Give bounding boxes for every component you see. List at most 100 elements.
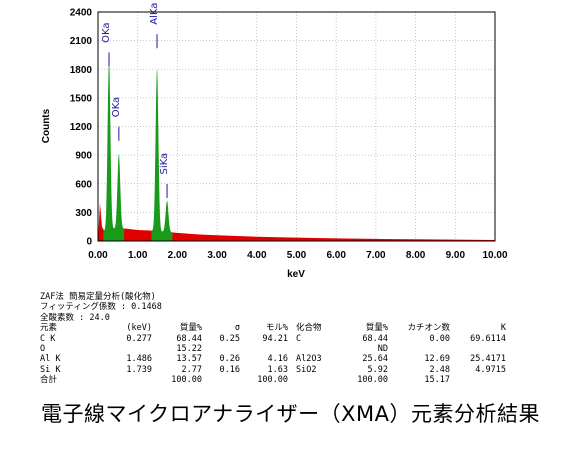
table-header-row-cell: カチオン数 (407, 323, 450, 334)
table-row-cell: Si K (40, 364, 61, 375)
table-row-cell (450, 344, 506, 354)
x-tick-label: 6.00 (326, 250, 346, 261)
y-tick-label: 900 (75, 151, 92, 162)
table-header-row-cell: 質量% (365, 323, 388, 334)
table-row-cell: 0.26 (219, 354, 240, 365)
y-tick-label: 300 (75, 208, 92, 219)
x-tick-label: 10.00 (482, 250, 507, 261)
peak-3 (161, 200, 173, 241)
peak-1 (113, 154, 125, 241)
table-row-cell (100, 344, 152, 354)
table-header-row-cell: 元素 (40, 323, 58, 334)
table-header-row-cell: 化合物 (296, 323, 322, 334)
x-tick-label: 3.00 (207, 250, 227, 261)
table-row-cell: 25.4171 (470, 354, 506, 365)
table-header-row: 元素 (keV) 質量% σ モル% 化合物 質量% カチオン数 K (40, 323, 506, 333)
peak-labels: OKa OKa AlKa SiKa (101, 3, 170, 199)
table-row-cell: 4.9715 (475, 364, 506, 375)
table-row-cell: 100.00 (171, 375, 202, 386)
fitting-coefficient-line: フィッティング係数 : 0.1468 (40, 302, 162, 313)
results-table: 元素 (keV) 質量% σ モル% 化合物 質量% カチオン数 K C K 0.277 68.44 0… (40, 323, 506, 385)
table-row-cell: Al K (40, 354, 61, 365)
figure-caption: 電子線マイクロアナライザー（XMA）元素分析結果 (40, 402, 541, 426)
x-tick-label: 1.00 (128, 250, 148, 261)
x-tick-label: 2.00 (168, 250, 188, 261)
table-row-cell: 2.77 (181, 364, 202, 375)
table-row: O 15.22 ND (40, 344, 506, 354)
table-row-cell (450, 375, 506, 385)
table-row-cell (100, 375, 152, 385)
y-tick-label: 1200 (70, 122, 93, 133)
table-header-row-cell: 質量% (179, 323, 202, 334)
table-row-cell: 15.22 (176, 343, 202, 354)
table-row-cell: 12.69 (424, 354, 450, 365)
background-spectrum (98, 202, 495, 241)
x-tick-label: 4.00 (247, 250, 267, 261)
table-row-cell: 13.57 (176, 354, 202, 365)
table-header-row-cell: σ (234, 323, 240, 334)
table-row-cell: 0.16 (219, 364, 240, 375)
x-tick-label: 7.00 (366, 250, 386, 261)
x-axis-title: keV (287, 269, 305, 280)
table-row-cell: 5.92 (367, 364, 388, 375)
table-row-cell: 100.00 (357, 375, 388, 386)
table-row-cell (388, 344, 450, 354)
y-tick-label: 600 (75, 179, 92, 190)
table-row-cell (240, 344, 288, 354)
background-area (98, 202, 495, 241)
table-row-cell: 15.17 (424, 375, 450, 386)
table-row-cell: 1.63 (267, 364, 288, 375)
table-row-cell: 94.21 (262, 333, 288, 344)
table-row: Si K 1.739 2.77 0.16 1.63 SiO2 5.92 2.48 4.9715 (40, 365, 506, 375)
table-row-cell: O (40, 343, 46, 354)
y-tick-labels: 0 300 600 900 1200 1500 1800 2100 2400 (70, 8, 93, 248)
y-axis-title: Counts (41, 108, 52, 143)
x-tick-label: 8.00 (406, 250, 426, 261)
table-row-cell: 69.6114 (470, 333, 506, 344)
y-tick-label: 2100 (70, 36, 93, 47)
peak-label: OKa (111, 97, 122, 117)
table-row-cell: 1.486 (126, 354, 152, 365)
table-row-cell (288, 375, 348, 385)
x-tick-label: 0.00 (88, 250, 108, 261)
table-row-cell: C (296, 333, 302, 344)
table-header-row-cell: (keV) (126, 323, 152, 334)
y-tick-label: 1500 (70, 93, 93, 104)
table-row-cell: 68.44 (176, 333, 202, 344)
table-row-cell: 4.16 (267, 354, 288, 365)
table-row: 合計 100.00 100.00 100.00 15.17 (40, 375, 506, 385)
table-row-cell (202, 375, 240, 385)
table-header-row-cell: モル% (265, 323, 288, 334)
table-row-cell: 0.00 (429, 333, 450, 344)
x-tick-label: 5.00 (287, 250, 307, 261)
table-row-cell: 0.25 (219, 333, 240, 344)
x-tick-labels: 0.00 1.00 2.00 3.00 4.00 5.00 6.00 7.00 8.00 9.00… (88, 250, 508, 261)
x-tick-label: 9.00 (446, 250, 466, 261)
table-row-cell: 0.277 (126, 333, 152, 344)
table-row-cell: 100.00 (257, 375, 288, 386)
y-tick-label: 1800 (70, 65, 93, 76)
quantitative-results: ZAF法 簡易定量分析(酸化物) フィッティング係数 : 0.1468 全酸素数… (40, 292, 560, 386)
y-tick-label: 0 (86, 237, 92, 248)
peak-label: SiKa (159, 153, 170, 175)
table-row: Al K 1.486 13.57 0.26 4.16 Al2O3 25.64 12.69 25.… (40, 354, 506, 364)
table-row-cell: 合計 (40, 375, 58, 386)
method-line: ZAF法 簡易定量分析(酸化物) (40, 292, 156, 302)
table-row-cell: ND (377, 343, 388, 354)
table-row-cell (288, 344, 348, 354)
table-row: C K 0.277 68.44 0.25 94.21 C 68.44 0.00 69.6114 (40, 334, 506, 344)
table-row-cell: 1.739 (126, 364, 152, 375)
total-oxygen-line: 全酸素数 : 24.0 (40, 312, 110, 323)
peak-0 (103, 59, 115, 241)
peak-2 (151, 68, 163, 241)
table-header-row-cell: K (500, 323, 506, 334)
y-tick-label: 2400 (70, 8, 93, 19)
table-row-cell: 25.64 (362, 354, 388, 365)
table-row-cell: SiO2 (296, 364, 317, 375)
table-row-cell: Al2O3 (296, 354, 322, 365)
table-row-cell (202, 344, 240, 354)
table-row-cell: 68.44 (362, 333, 388, 344)
peak-label: OKa (101, 22, 112, 42)
peak-label: AlKa (149, 3, 160, 25)
plot-frame (97, 11, 496, 242)
